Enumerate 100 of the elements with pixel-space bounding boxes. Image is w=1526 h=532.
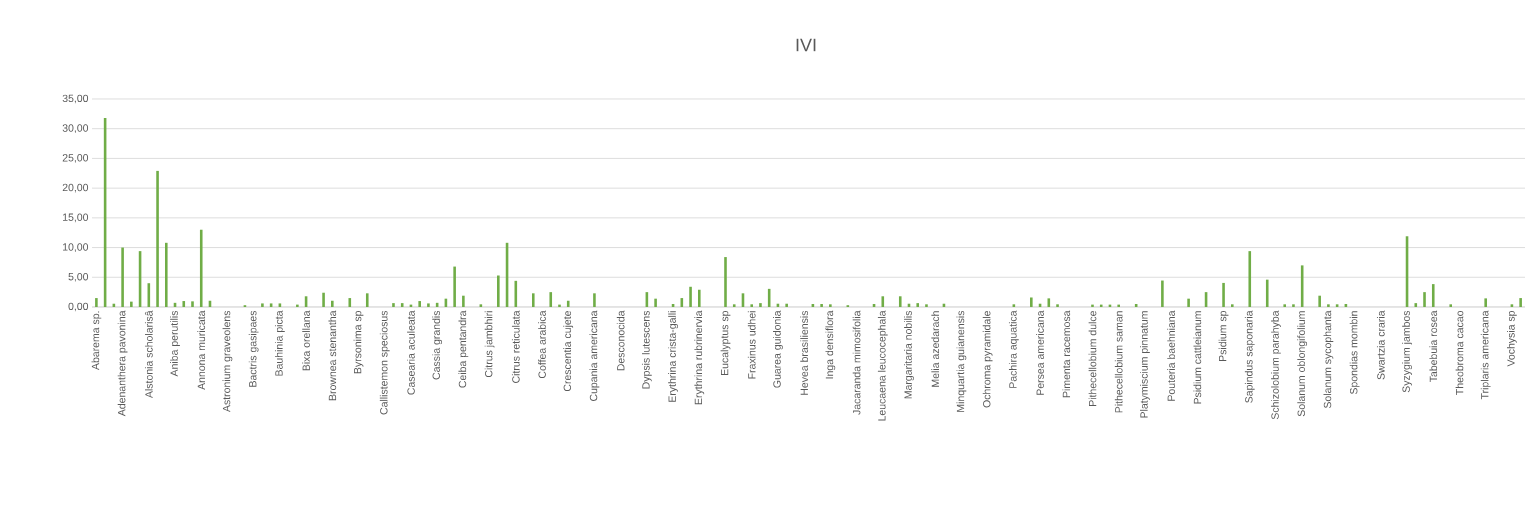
x-tick-label: Erythrina rubrinervia <box>694 310 705 405</box>
x-tick-label: Annona muricata <box>197 310 206 390</box>
bar <box>925 304 928 307</box>
x-tick-label: Crescentia cujete <box>563 310 574 392</box>
bar <box>199 229 203 307</box>
bar <box>365 293 369 307</box>
x-tick-label: Spondias mombin <box>1349 311 1360 395</box>
bar <box>654 298 657 307</box>
y-tick-label: 25,00 <box>62 154 89 163</box>
bar <box>724 257 727 307</box>
x-tick-label: Theobroma cacao <box>1455 310 1464 395</box>
bar <box>121 247 124 307</box>
bar <box>322 292 325 307</box>
bar <box>296 304 299 307</box>
y-tick-label: 5,00 <box>68 272 89 282</box>
x-tick-label: Pimenta racemosa <box>1062 310 1071 398</box>
x-tick-label: Callistemon speciosus <box>379 310 390 415</box>
bar <box>785 303 788 307</box>
x-tick-label: Solanum oblongifolium <box>1297 311 1308 417</box>
x-tick-label: Psidium cattleianum <box>1193 311 1202 404</box>
bar <box>1449 304 1453 307</box>
y-tick-label: 15,00 <box>63 213 89 223</box>
x-tick-label: Ochroma pyramidale <box>982 310 993 408</box>
bar <box>549 292 553 307</box>
x-tick-label: Pithecellobium dulce <box>1088 311 1097 406</box>
x-tick-label: Byrsonima sp <box>353 310 364 374</box>
x-tick-label: Guarea guidonia <box>773 310 783 388</box>
bar <box>1292 304 1295 307</box>
bar <box>261 303 264 307</box>
x-tick-label: Astronium graveolens <box>222 310 233 413</box>
x-tick-label: Brownea stenantha <box>328 310 337 401</box>
x-tick-label: Tabebuia rosea <box>1429 310 1438 383</box>
bar <box>1056 304 1059 307</box>
y-tick-label: 10,00 <box>63 243 89 252</box>
x-tick-label: Coffea arabica <box>538 310 546 379</box>
x-tick-label: Sapindus saponaria <box>1244 310 1255 403</box>
bar <box>191 301 194 307</box>
x-tick-label: Hevea brasiliensis <box>800 310 808 395</box>
bar <box>732 304 736 307</box>
x-tick-label: Syzygium jambos <box>1402 310 1412 393</box>
x-tick-label: Leucaena leucocephala <box>877 310 888 421</box>
bar <box>1327 304 1330 307</box>
x-tick-label: Melia azedarach <box>931 311 940 387</box>
bar <box>130 301 133 307</box>
bar <box>1161 280 1164 307</box>
bar <box>881 296 885 307</box>
x-tick-label: Persea americana <box>1036 310 1044 395</box>
x-tick-label: Margaritaria nobilis <box>904 310 914 399</box>
bar <box>1091 304 1094 307</box>
bar <box>1030 297 1033 307</box>
x-tick-label: Abarema sp. <box>91 311 102 371</box>
bar <box>95 298 98 307</box>
x-tick-label: Jacaranda mimosifolia <box>852 310 861 415</box>
bar <box>418 301 421 307</box>
bar <box>1047 298 1051 307</box>
bar <box>531 293 535 307</box>
bar <box>348 298 352 307</box>
y-tick-label: 35,00 <box>62 94 89 104</box>
bar <box>427 303 430 307</box>
bar <box>829 304 832 307</box>
bar <box>1222 282 1225 307</box>
x-tick-label: Cupania americana <box>589 310 600 402</box>
bar <box>759 303 762 307</box>
bar <box>1519 298 1522 307</box>
bar <box>331 300 334 307</box>
bar <box>1117 304 1120 307</box>
bar <box>750 304 754 307</box>
x-tick-label: Platymiscium pinnatum <box>1140 311 1150 418</box>
x-tick-label: Adenanthera pavonina <box>117 310 128 417</box>
x-tick-label: Solanum sycophanta <box>1323 310 1334 409</box>
bar <box>1484 298 1487 307</box>
x-tick-label: Schizolobium parahyba <box>1271 310 1281 420</box>
x-tick-label: Citrus jambhiri <box>484 311 495 378</box>
x-tick-label: Pithecellobium saman <box>1114 311 1123 413</box>
bar <box>558 304 561 307</box>
bar <box>453 266 456 307</box>
bar <box>1187 298 1190 307</box>
x-tick-label: Triplaris americana <box>1480 310 1491 400</box>
x-tick-label: Bixa orellana <box>302 310 310 371</box>
y-tick-label: 30,00 <box>62 124 89 134</box>
bar <box>1230 304 1234 307</box>
x-tick-label: Minquartia guianensis <box>956 310 967 412</box>
bar <box>593 293 596 307</box>
x-tick-label: Fraxinus udhei <box>747 311 756 379</box>
x-tick-label: Dypsis lutescens <box>641 310 652 389</box>
x-tick-label: Desconocida <box>616 310 625 371</box>
bar <box>1283 304 1287 307</box>
bar <box>182 301 186 307</box>
bar <box>566 300 570 307</box>
bar <box>156 170 159 307</box>
x-tick-label: Cassia grandis <box>432 310 443 380</box>
bar <box>916 303 920 307</box>
bar <box>1414 303 1418 307</box>
x-tick-label: Pouteria baehniana <box>1167 310 1175 401</box>
bar <box>462 295 465 307</box>
x-tick-label: Ceiba pentandra <box>458 310 469 388</box>
bar <box>1318 295 1321 307</box>
bar <box>820 304 823 307</box>
bar <box>1423 292 1426 307</box>
bar <box>1248 251 1252 307</box>
